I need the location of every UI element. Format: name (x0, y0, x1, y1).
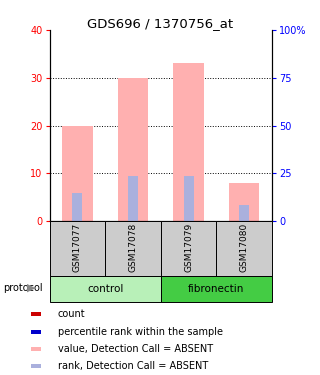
Bar (239, 204, 249, 221)
Text: GSM17077: GSM17077 (73, 223, 82, 272)
Bar (31, 330, 41, 333)
Bar (161, 276, 272, 302)
Text: GSM17080: GSM17080 (240, 223, 249, 272)
Text: GDS696 / 1370756_at: GDS696 / 1370756_at (87, 17, 233, 30)
Bar (62, 126, 93, 221)
Bar (173, 63, 204, 221)
Bar (128, 176, 138, 221)
Bar (31, 312, 41, 316)
Text: percentile rank within the sample: percentile rank within the sample (58, 327, 223, 337)
Bar (31, 347, 41, 351)
Text: GSM17078: GSM17078 (129, 223, 138, 272)
Bar (229, 183, 260, 221)
Bar (216, 221, 272, 276)
Bar (161, 221, 216, 276)
Bar (31, 364, 41, 368)
Text: GSM17079: GSM17079 (184, 223, 193, 272)
Text: fibronectin: fibronectin (188, 284, 244, 294)
Bar (50, 276, 161, 302)
Text: count: count (58, 309, 86, 319)
Text: ▶: ▶ (27, 283, 36, 293)
Bar (50, 221, 105, 276)
Text: control: control (87, 284, 124, 294)
Bar (72, 193, 83, 221)
Bar (184, 176, 194, 221)
Text: protocol: protocol (3, 283, 43, 293)
Bar (118, 78, 148, 221)
Bar (105, 221, 161, 276)
Text: rank, Detection Call = ABSENT: rank, Detection Call = ABSENT (58, 362, 208, 371)
Text: value, Detection Call = ABSENT: value, Detection Call = ABSENT (58, 344, 213, 354)
